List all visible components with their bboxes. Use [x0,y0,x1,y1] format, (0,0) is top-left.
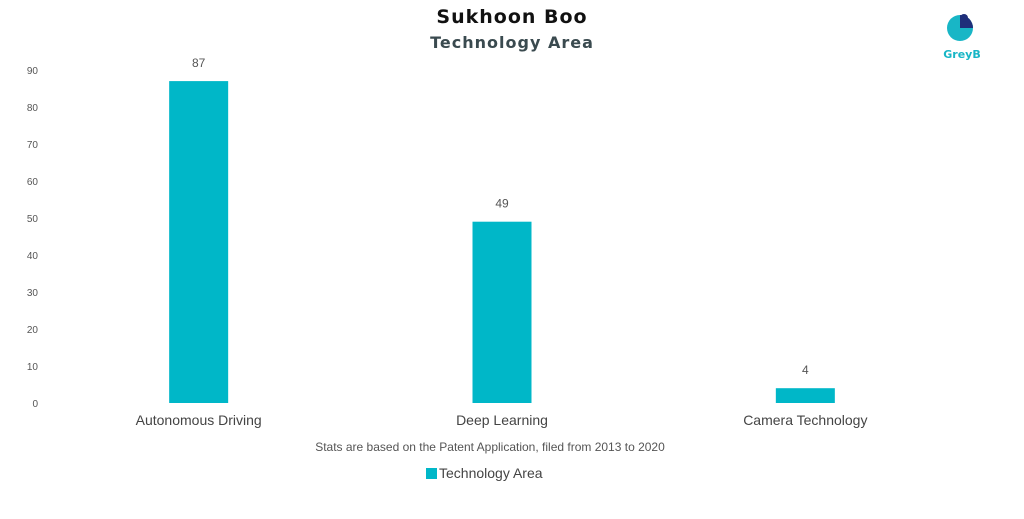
y-tick-label: 10 [27,362,39,373]
legend-swatch [426,467,437,479]
legend-label: Technology Area [439,465,543,481]
y-tick-label: 90 [27,66,39,77]
bars: 87 49 4 [169,56,835,403]
x-tick-label: Deep Learning [456,412,548,428]
y-axis: 0 10 20 30 40 50 60 70 80 90 [27,66,39,410]
greyb-logo: GreyB [938,12,990,64]
bar[interactable] [775,388,835,403]
bar-value-label: 4 [802,363,809,377]
bar[interactable] [169,81,229,403]
y-tick-label: 0 [32,399,38,410]
x-tick-label: Camera Technology [743,412,867,428]
legend[interactable]: Technology Area [426,465,543,481]
x-axis: Autonomous Driving Deep Learning Camera Te… [136,412,868,428]
chart-subtitle: Technology Area [430,33,594,52]
y-tick-label: 80 [27,103,39,114]
y-tick-label: 60 [27,177,39,188]
y-tick-label: 20 [27,325,39,336]
chart-caption: Stats are based on the Patent Applicatio… [315,440,665,454]
logo-text: GreyB [943,48,981,61]
chart-title: Sukhoon Boo [436,6,588,28]
bar-value-label: 49 [495,197,509,211]
greyb-logo-icon [947,14,973,41]
x-tick-label: Autonomous Driving [136,412,262,428]
y-tick-label: 40 [27,251,39,262]
bar[interactable] [472,221,532,403]
y-tick-label: 50 [27,214,39,225]
y-tick-label: 30 [27,288,39,299]
bar-value-label: 87 [192,56,206,70]
y-tick-label: 70 [27,140,39,151]
